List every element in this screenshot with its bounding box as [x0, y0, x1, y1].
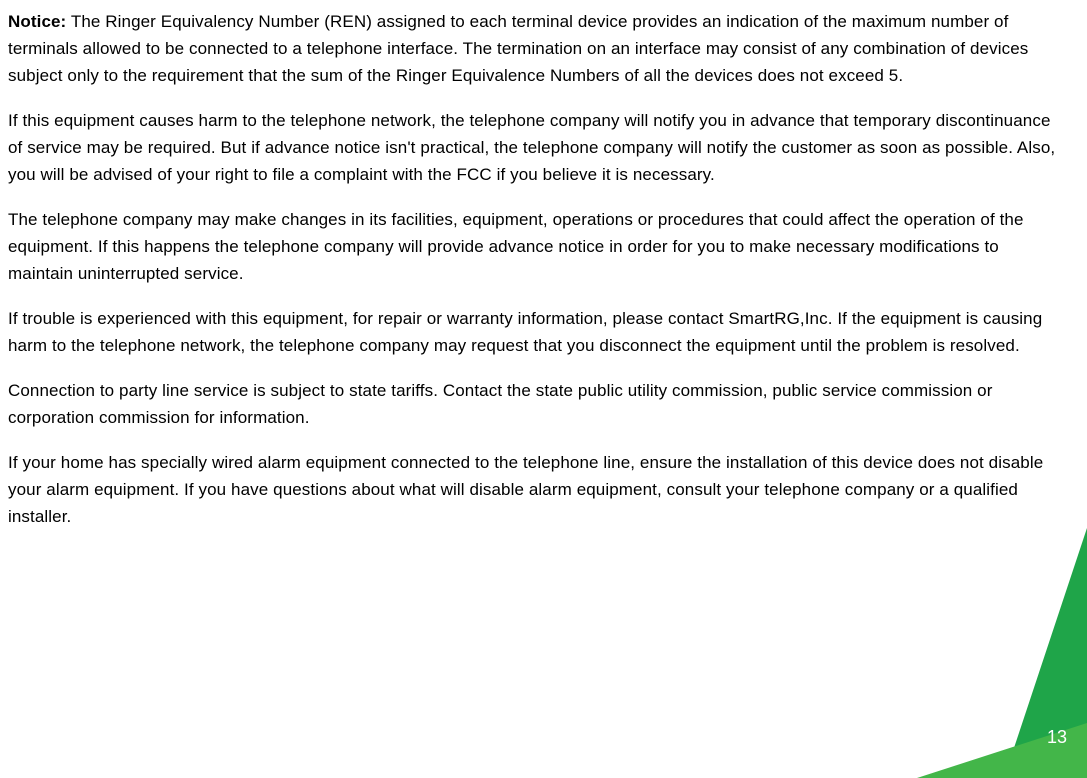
- paragraph-4: If trouble is experienced with this equi…: [8, 305, 1060, 359]
- page-corner-decoration: 13: [917, 528, 1087, 778]
- paragraph-6: If your home has specially wired alarm e…: [8, 449, 1060, 530]
- paragraph-3: The telephone company may make changes i…: [8, 206, 1060, 287]
- paragraph-5: Connection to party line service is subj…: [8, 377, 1060, 431]
- document-body: Notice: The Ringer Equivalency Number (R…: [0, 0, 1060, 530]
- page-number: 13: [1047, 727, 1067, 748]
- paragraph-2: If this equipment causes harm to the tel…: [8, 107, 1060, 188]
- notice-text: The Ringer Equivalency Number (REN) assi…: [8, 12, 1028, 85]
- notice-label: Notice:: [8, 12, 66, 31]
- paragraph-notice: Notice: The Ringer Equivalency Number (R…: [8, 8, 1060, 89]
